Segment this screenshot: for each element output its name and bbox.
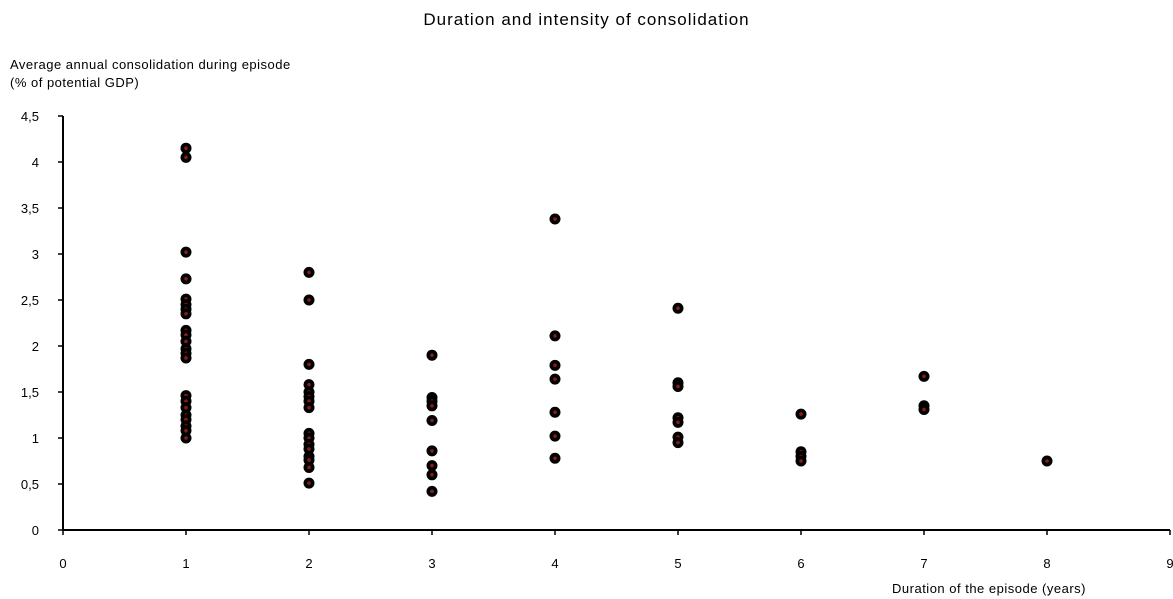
x-tick-label: 6 — [797, 556, 804, 571]
data-point-center — [184, 333, 188, 337]
y-tick-label: 3 — [32, 247, 39, 262]
data-point-center — [184, 417, 188, 422]
data-point-center — [553, 434, 557, 438]
y-tick-label: 2,5 — [21, 293, 39, 308]
data-point-center — [430, 353, 434, 358]
data-point-center — [553, 363, 557, 368]
data-point-center — [184, 312, 188, 316]
x-tick-label: 7 — [920, 556, 927, 571]
data-point-center — [553, 377, 557, 381]
y-tick-label: 1,5 — [21, 385, 39, 400]
data-point-center — [307, 447, 311, 451]
x-axis-label: Duration of the episode (years) — [892, 581, 1086, 596]
chart-title: Duration and intensity of consolidation — [423, 10, 750, 29]
data-point-center — [184, 356, 188, 360]
data-point-center — [184, 339, 188, 344]
y-tick-label: 0 — [32, 523, 39, 538]
data-point-center — [430, 449, 434, 453]
data-point-center — [799, 459, 803, 463]
y-tick-label: 4 — [32, 155, 39, 170]
data-point-center — [553, 217, 557, 221]
data-point-center — [430, 404, 434, 408]
x-tick-label: 8 — [1043, 556, 1050, 571]
data-point-center — [307, 481, 311, 485]
data-point-center — [430, 418, 434, 423]
y-tick-label: 2 — [32, 339, 39, 354]
x-tick-label: 5 — [674, 556, 681, 571]
data-point-center — [307, 458, 311, 462]
data-point-center — [430, 489, 434, 494]
data-point-center — [553, 456, 557, 461]
data-point-center — [922, 374, 926, 379]
data-point-center — [676, 440, 680, 445]
data-point-center — [676, 420, 680, 425]
data-point-center — [553, 410, 557, 415]
data-point-center — [676, 384, 680, 389]
x-tick-label: 9 — [1166, 556, 1173, 571]
data-point-center — [184, 428, 188, 433]
x-tick-label: 0 — [59, 556, 66, 571]
data-point-center — [307, 436, 311, 440]
data-point-center — [184, 277, 188, 281]
data-point-center — [184, 399, 188, 404]
data-point-center — [184, 146, 188, 150]
y-tick-label: 4,5 — [21, 109, 39, 124]
data-point-center — [307, 298, 311, 302]
data-point-center — [184, 155, 188, 160]
x-tick-label: 3 — [428, 556, 435, 571]
y-axis-label: Average annual consolidation during epis… — [10, 56, 291, 92]
data-point-center — [307, 399, 311, 404]
y-tick-label: 0,5 — [21, 477, 39, 492]
y-axis-label-line-2: (% of potential GDP) — [10, 75, 140, 90]
y-axis-label-line-1: Average annual consolidation during epis… — [10, 57, 291, 72]
y-tick-label: 1 — [32, 431, 39, 446]
data-point-center — [922, 407, 926, 412]
data-point-center — [430, 473, 434, 477]
data-point-center — [184, 405, 188, 410]
y-tick-label: 3,5 — [21, 201, 39, 216]
data-point-center — [1045, 459, 1049, 463]
data-point-center — [307, 405, 311, 410]
data-point-center — [307, 465, 311, 470]
x-tick-label: 1 — [182, 556, 189, 571]
data-point-center — [799, 412, 803, 416]
data-point-center — [184, 436, 188, 440]
data-point-center — [307, 382, 311, 387]
data-point-center — [307, 270, 311, 275]
data-point-center — [430, 463, 434, 468]
data-point-center — [307, 362, 311, 367]
data-point-center — [184, 250, 188, 254]
data-point-center — [553, 334, 557, 338]
x-tick-label: 4 — [551, 556, 558, 571]
x-tick-label: 2 — [305, 556, 312, 571]
data-point-center — [676, 306, 680, 311]
